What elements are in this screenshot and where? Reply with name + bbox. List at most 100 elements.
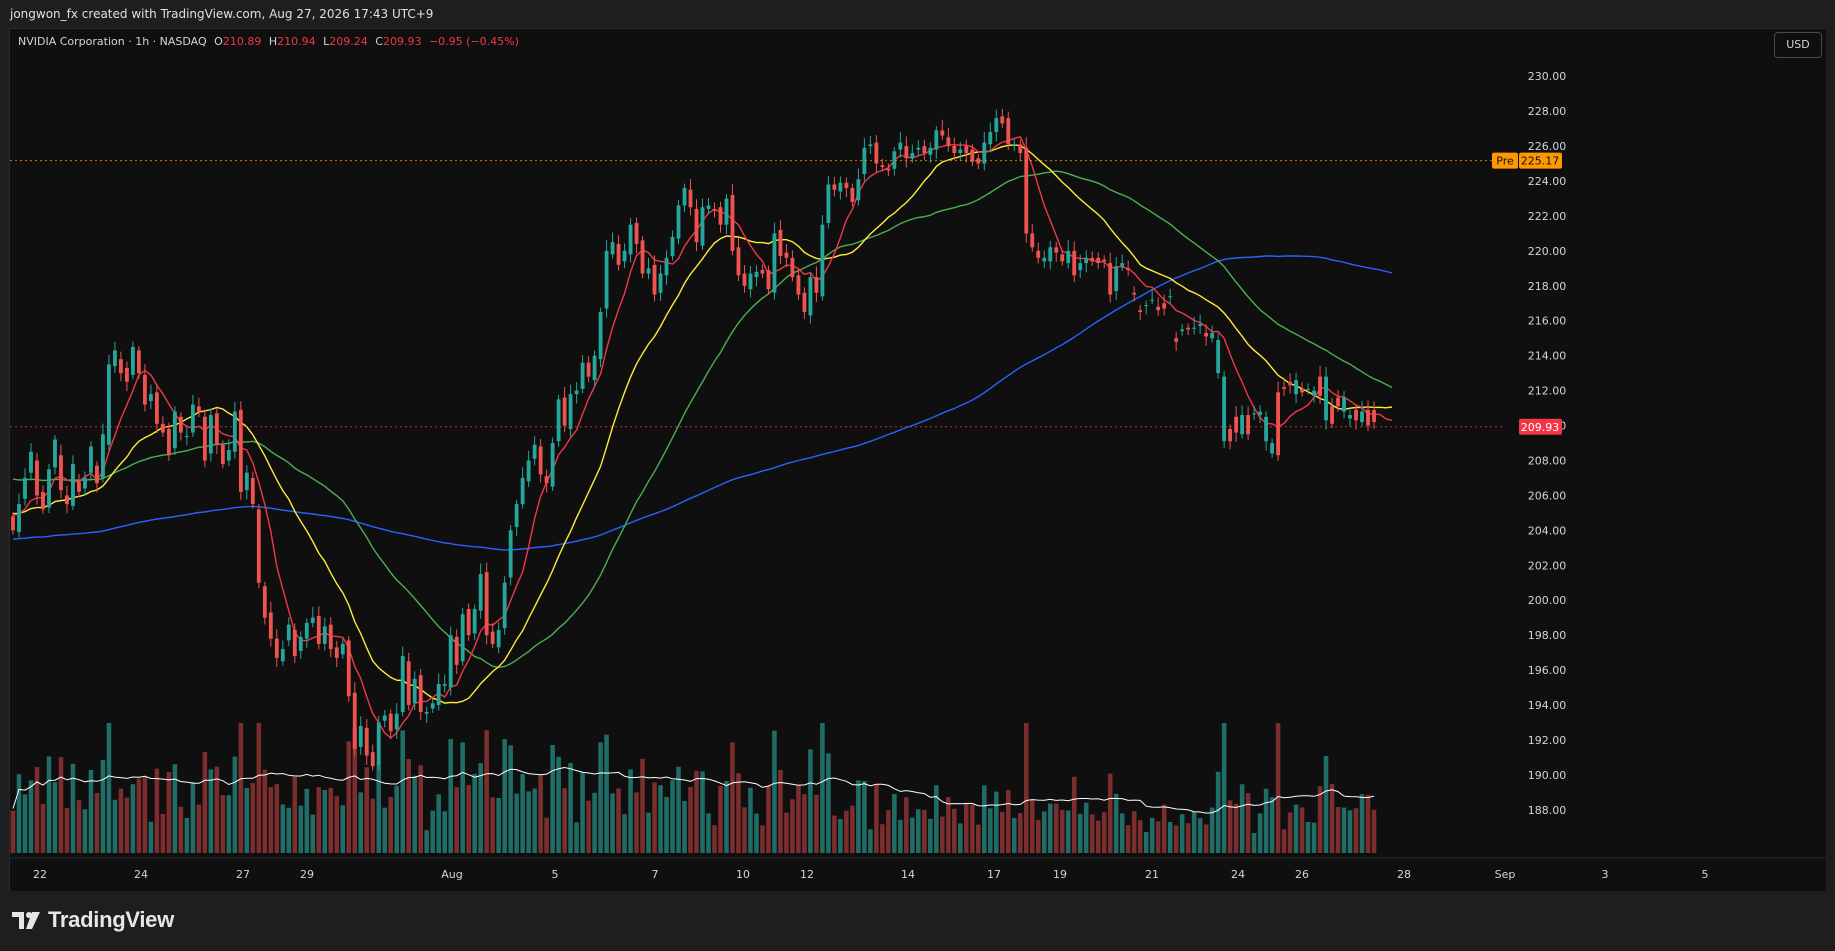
candle	[113, 341, 117, 373]
candle-body	[586, 362, 591, 377]
candle-body	[196, 406, 201, 412]
candle-body	[568, 394, 573, 430]
symbol-title[interactable]: NVIDIA Corporation · 1h · NASDAQ	[18, 35, 207, 48]
volume-bar	[1065, 810, 1071, 853]
footer	[0, 891, 1835, 951]
candle-body	[562, 397, 567, 426]
candle	[916, 140, 921, 156]
candle-body	[130, 346, 135, 375]
candle	[538, 438, 543, 483]
candle-body	[1372, 409, 1376, 423]
candle	[1306, 383, 1310, 395]
candle	[418, 668, 423, 721]
volume-bar	[424, 830, 429, 853]
volume-bar	[1359, 794, 1365, 853]
volume-bar	[1209, 807, 1215, 853]
candle-body	[580, 362, 585, 389]
volume-bar	[550, 745, 555, 853]
candle	[658, 265, 663, 301]
candle	[77, 473, 81, 498]
candle	[1042, 250, 1047, 269]
candle	[586, 356, 591, 383]
candle	[1228, 424, 1233, 450]
candle-body	[1234, 416, 1239, 433]
time-axis-label: 21	[1145, 868, 1159, 881]
candle-body	[544, 476, 549, 484]
candle-body	[53, 439, 57, 468]
candle	[232, 401, 237, 459]
candle	[23, 468, 27, 506]
volume-bar	[406, 759, 411, 853]
pre-market-tag: Pre 225.17	[1492, 152, 1562, 169]
candle-body	[490, 631, 495, 644]
volume-bar	[268, 787, 274, 853]
pre-label: Pre	[1496, 155, 1514, 168]
candle-body	[107, 364, 111, 445]
candle	[1000, 108, 1005, 128]
candle-body	[712, 208, 717, 211]
volume-bar	[262, 769, 268, 853]
candle-body	[1180, 329, 1185, 332]
ma-slow-line	[12, 170, 1393, 669]
candle	[742, 265, 747, 293]
volume-bar	[1125, 825, 1131, 853]
candle	[820, 215, 825, 301]
tradingview-brand[interactable]: TradingView	[12, 907, 174, 933]
candle	[874, 135, 879, 173]
volume-bar	[514, 793, 519, 853]
candle-body	[400, 656, 405, 712]
volume-bar	[1221, 723, 1227, 853]
volume-bar	[1017, 813, 1023, 853]
candle	[772, 222, 777, 300]
volume-bar	[1341, 807, 1347, 853]
volume-bar	[892, 794, 897, 853]
volume-bar	[898, 819, 903, 853]
volume-bar	[508, 745, 513, 853]
candle	[496, 622, 501, 653]
volume-bar	[526, 791, 531, 853]
candle	[1138, 304, 1143, 321]
volume-bar	[292, 777, 298, 853]
candle	[754, 265, 759, 287]
candle	[65, 485, 69, 514]
candle	[580, 355, 585, 394]
candle-body	[1258, 411, 1263, 416]
candle-body	[652, 264, 657, 295]
volume-bar	[460, 742, 465, 853]
time-axis-label: 26	[1295, 868, 1309, 881]
volume-bar	[790, 799, 795, 853]
candle	[1210, 325, 1215, 343]
candle	[1036, 242, 1041, 264]
candle	[826, 175, 831, 229]
volume-ma-line	[12, 766, 1375, 814]
volume-bar	[340, 805, 346, 853]
price-axis-label: 214.00	[1528, 350, 1567, 363]
volume-bar	[202, 752, 208, 853]
chart-frame[interactable]: 230.00 228.00 226.00 224.00 222.00 220.00 218.…	[9, 28, 1826, 892]
candle-body	[916, 147, 921, 150]
candle-body	[826, 184, 831, 223]
candle	[508, 524, 513, 586]
volume-bar	[364, 767, 370, 853]
volume-bar	[58, 757, 64, 853]
candle	[760, 264, 765, 278]
candle-body	[574, 390, 579, 395]
volume-bar	[1095, 820, 1101, 853]
candle	[119, 351, 123, 382]
candle	[1150, 289, 1155, 305]
volume-bar	[988, 808, 993, 853]
candle	[1372, 401, 1376, 429]
candle-body	[898, 142, 903, 150]
price-axis-label: 192.00	[1528, 734, 1567, 747]
candle-body	[1222, 376, 1227, 442]
time-axis-label: 12	[800, 868, 814, 881]
currency-button[interactable]: USD	[1774, 32, 1822, 58]
price-chart[interactable]: 230.00 228.00 226.00 224.00 222.00 220.00 218.…	[10, 29, 1826, 892]
candle	[1144, 300, 1149, 315]
volume-bar	[1215, 771, 1221, 853]
candle-body	[1006, 118, 1011, 145]
candle	[220, 440, 225, 469]
candle-body	[95, 465, 99, 484]
candle-body	[136, 350, 141, 374]
volume-bar	[322, 790, 328, 853]
